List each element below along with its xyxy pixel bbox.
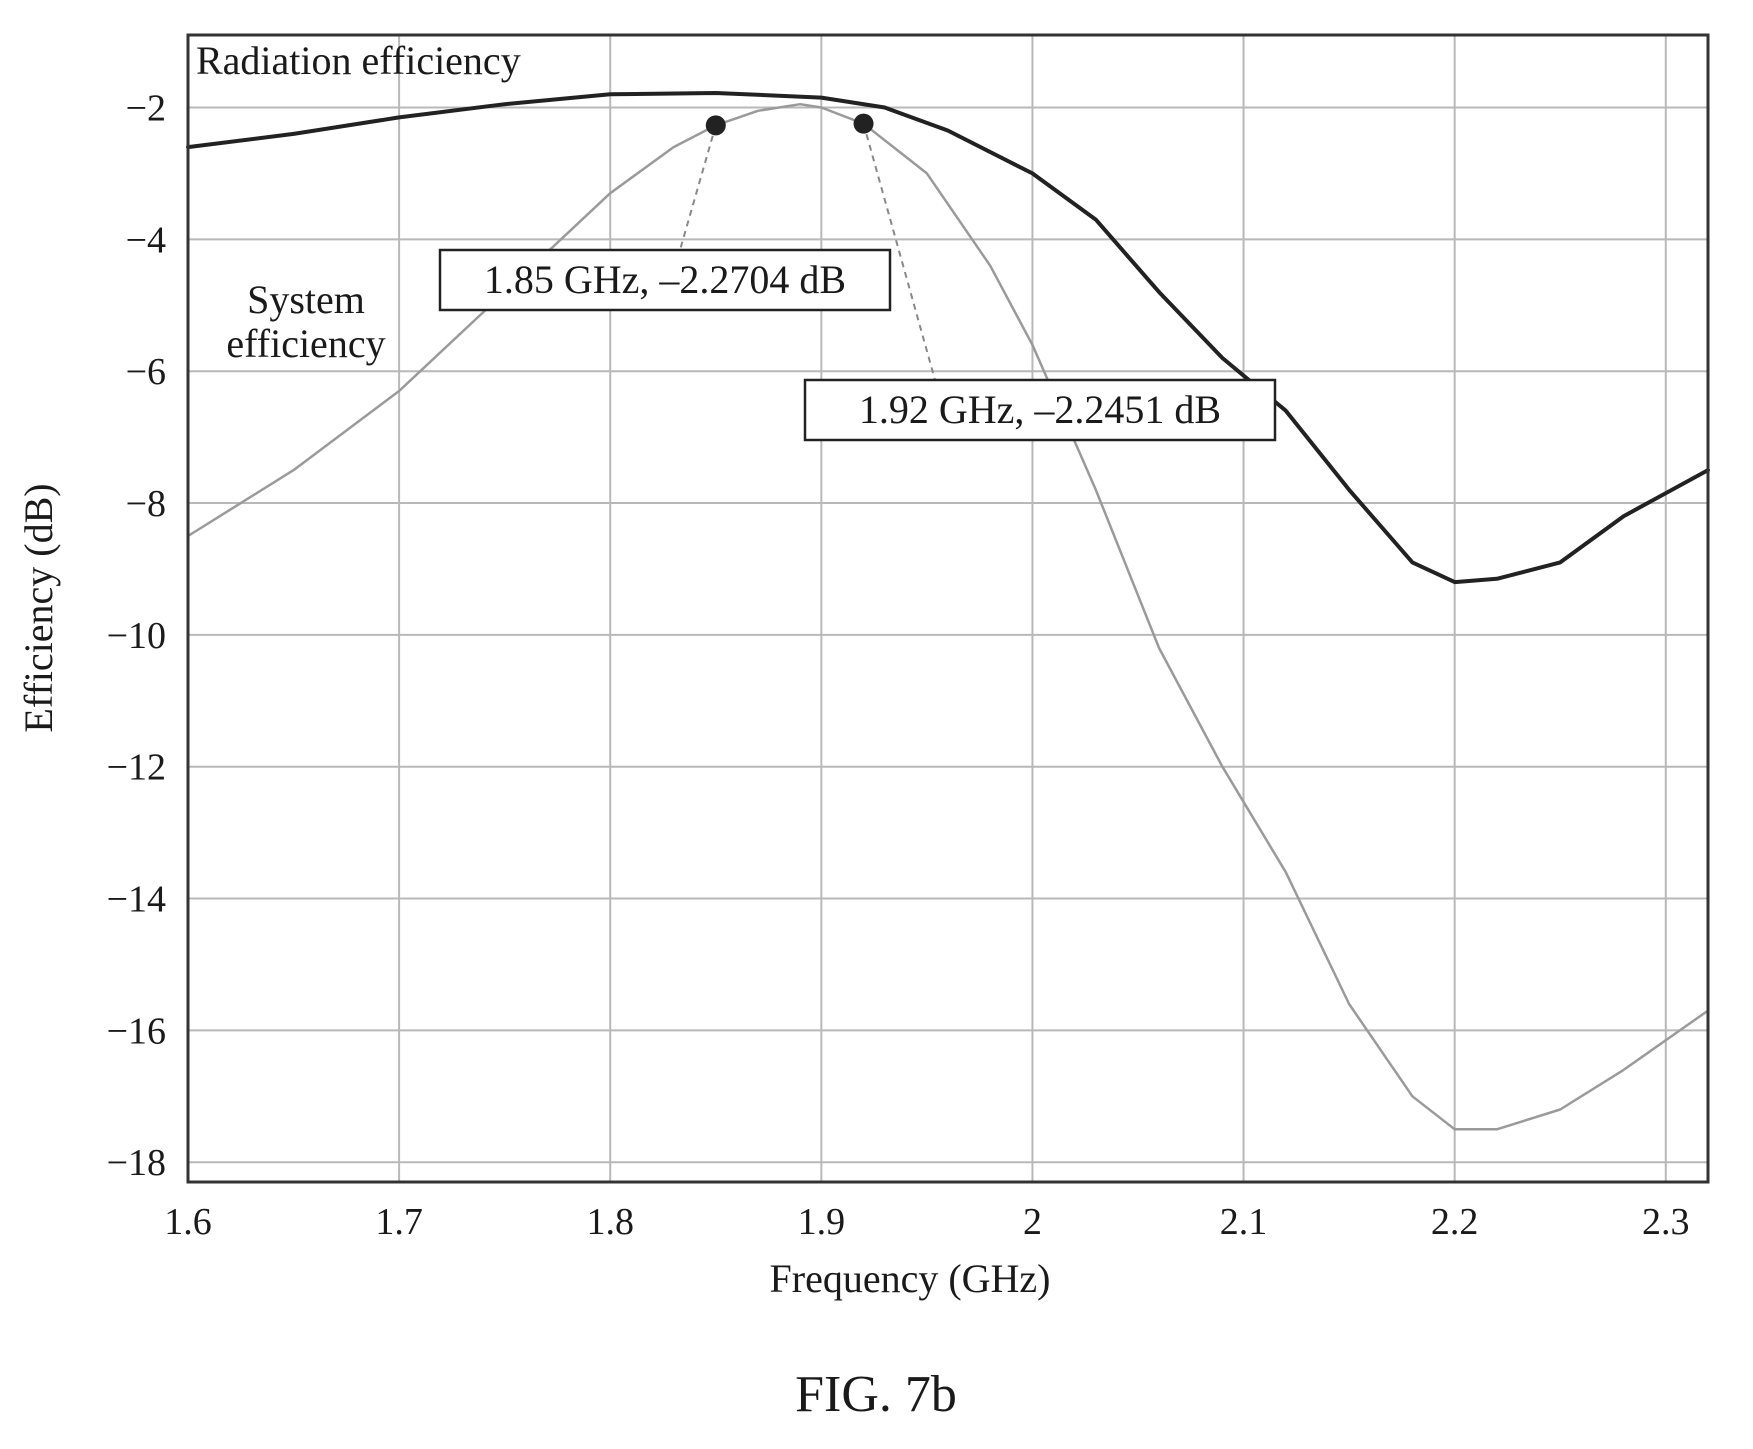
plot-area bbox=[188, 35, 1708, 1182]
marker-point bbox=[705, 115, 726, 136]
grid bbox=[187, 35, 1708, 1182]
y-tick-label: −6 bbox=[126, 351, 166, 393]
y-tick-label: −16 bbox=[107, 1010, 166, 1052]
x-tick-label: 2 bbox=[1023, 1201, 1042, 1243]
x-tick-label: 2.1 bbox=[1220, 1201, 1268, 1243]
system-efficiency-label-line1: System bbox=[247, 277, 365, 322]
y-tick-label: −2 bbox=[126, 88, 166, 130]
y-axis-title: Efficiency (dB) bbox=[16, 483, 61, 732]
plot-frame bbox=[186, 33, 1710, 1184]
radiation-efficiency-label: Radiation efficiency bbox=[196, 38, 521, 83]
marker-label-box bbox=[438, 248, 892, 312]
y-tick-label: −14 bbox=[107, 879, 166, 921]
x-tick-label: 1.7 bbox=[375, 1201, 423, 1243]
tick-labels: 1.6 1.7 1.8 1.9 2 2.1 2.2 2.3 −2 −4 −6 −8 −10 −12 −14 −… bbox=[107, 88, 1690, 1243]
y-tick-label: −8 bbox=[126, 483, 166, 525]
x-axis-title: Frequency (GHz) bbox=[770, 1256, 1051, 1301]
y-tick-label: −10 bbox=[107, 615, 166, 657]
series-layer bbox=[186, 91, 1710, 1131]
figure-caption: FIG. 7b bbox=[795, 1366, 957, 1423]
marker-leader-line bbox=[862, 123, 936, 381]
system-efficiency-line bbox=[186, 102, 1710, 1131]
system-efficiency-label-line2: efficiency bbox=[226, 321, 385, 366]
marker-point bbox=[853, 113, 874, 134]
radiation-efficiency-line bbox=[186, 91, 1710, 585]
x-tick-label: 1.9 bbox=[798, 1201, 846, 1243]
x-tick-label: 2.2 bbox=[1431, 1201, 1479, 1243]
x-tick-label: 1.6 bbox=[164, 1201, 212, 1243]
x-tick-label: 1.8 bbox=[586, 1201, 634, 1243]
marker-label-box bbox=[803, 378, 1277, 442]
y-tick-label: −4 bbox=[126, 219, 166, 261]
y-tick-label: −18 bbox=[107, 1142, 166, 1184]
marker-label: 1.85 GHz, –2.2704 dB bbox=[484, 257, 846, 302]
marker-label: 1.92 GHz, –2.2451 dB bbox=[859, 387, 1221, 432]
y-tick-label: −12 bbox=[107, 747, 166, 789]
x-tick-label: 2.3 bbox=[1642, 1201, 1690, 1243]
markers: 1.85 GHz, –2.2704 dB 1.92 GHz, –2.2451 dB bbox=[438, 113, 1277, 442]
